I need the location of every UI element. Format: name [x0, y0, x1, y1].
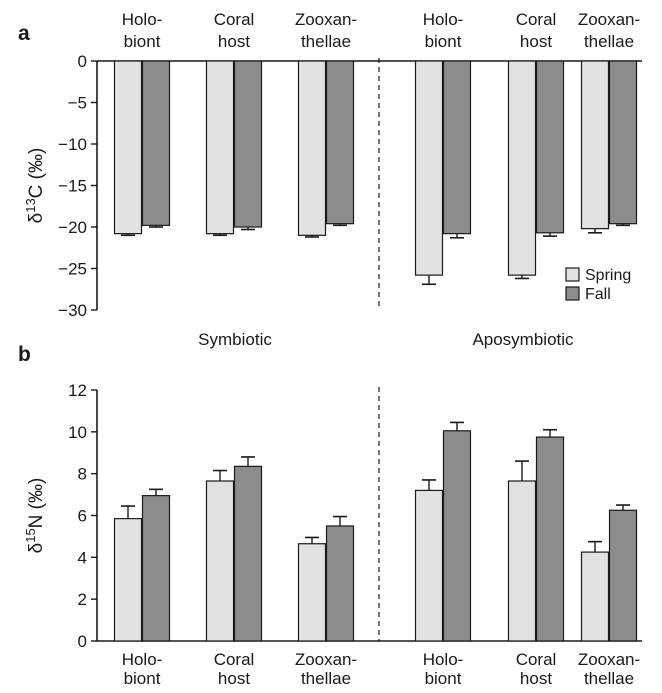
panel-b-bar-spring	[113, 518, 143, 642]
panel-b-category-label: Coral host	[516, 650, 557, 688]
panel-a-bar-spring	[414, 60, 444, 276]
panel-b-bar-fall	[233, 465, 263, 642]
panel-a-category-label: Holo-biont	[423, 10, 464, 51]
panel-b-y-tick-label: 6	[78, 507, 87, 526]
panel-a-bar-fall	[608, 60, 638, 225]
panel-a-y-tick-label: 0	[78, 52, 87, 71]
panel-b-y-tick-label: 8	[78, 465, 87, 484]
panel-b-bar-fall	[141, 495, 171, 642]
panel-a-legend-label-spring: Spring	[585, 267, 631, 284]
panel-a-legend-swatch-spring	[565, 267, 580, 282]
panel-a-legend-swatch-fall	[565, 286, 580, 301]
panel-a-group: a 0 −5 −10 −15 −20 −25 −30 Holo-biont Holo-biont C…	[18, 10, 642, 349]
panel-b-category-label: Zooxan-thellae	[295, 650, 357, 688]
panel-b-category-label: Coral host	[214, 650, 255, 688]
panel-a-y-tick-label: −25	[58, 260, 87, 279]
panel-b-y-tick-label: 12	[68, 381, 87, 400]
panel-b-category-label: Holo-biont	[122, 650, 163, 688]
panel-a-bar-spring	[205, 60, 235, 235]
panel-b-y-tick-label: 10	[68, 423, 87, 442]
panel-b-bar-spring	[580, 551, 610, 642]
panel-a-group-label-symbiotic: Symbiotic	[198, 330, 272, 349]
panel-b-bar-spring	[507, 480, 537, 642]
panel-b-bar-fall	[608, 509, 638, 642]
panel-a-bar-fall	[141, 60, 171, 226]
panel-b-y-tick-label: 2	[78, 590, 87, 609]
panel-a-bar-spring	[580, 60, 610, 230]
panel-b-bar-spring	[297, 543, 327, 642]
panel-a-category-label: Coral host	[214, 10, 255, 51]
panel-a-y-tick-label: −5	[68, 94, 87, 113]
panel-a-legend-label-fall: Fall	[585, 286, 611, 303]
panel-a-category-label: Zooxan-thellae	[295, 10, 357, 51]
panel-a-y-tick-label: −15	[58, 177, 87, 196]
panel-a-category-label: Holo-biont	[122, 10, 163, 51]
panel-b-y-tick-label: 0	[78, 632, 87, 651]
panel-a-bar-fall	[535, 60, 565, 234]
panel-b-letter: b	[18, 343, 31, 366]
panel-b-y-axis-label: δ15N (‰)	[23, 478, 47, 554]
panel-a-letter: a	[18, 22, 30, 45]
panel-a-y-tick-label: −30	[58, 301, 87, 320]
panel-a-bar-fall	[233, 60, 263, 228]
panel-a-y-tick-label: −10	[58, 135, 87, 154]
panel-b-bar-fall	[325, 525, 355, 642]
panel-b-category-label: Holo-biont	[423, 650, 464, 688]
panel-a-group-label-aposymbiotic: Aposymbiotic	[472, 330, 574, 349]
panel-b-category-label: Zooxan-thellae	[578, 650, 640, 688]
panel-b-bar-fall	[535, 436, 565, 642]
panel-b-group: b 0 2 4 6 8 10 12 Holo-biont Holo-biont Coral host C…	[18, 343, 642, 688]
panel-a-bar-fall	[325, 60, 355, 225]
panel-a-category-label: Zooxan-thellae	[578, 10, 640, 51]
panel-b-y-tick-label: 4	[78, 548, 87, 567]
panel-a-bar-spring	[113, 60, 143, 235]
panel-b-bar-spring	[205, 480, 235, 642]
panel-a-legend: Spring Fall	[565, 267, 631, 303]
panel-a-category-label: Coral host	[516, 10, 557, 51]
panel-b-bar-spring	[414, 489, 444, 642]
panel-a-bar-spring	[507, 60, 537, 276]
panel-a-y-axis-label: δ13C (‰)	[23, 148, 47, 224]
panel-a-bar-fall	[442, 60, 472, 235]
panel-b-bar-fall	[442, 430, 472, 642]
panel-a-bar-spring	[297, 60, 327, 236]
panel-a-y-tick-label: −20	[58, 218, 87, 237]
